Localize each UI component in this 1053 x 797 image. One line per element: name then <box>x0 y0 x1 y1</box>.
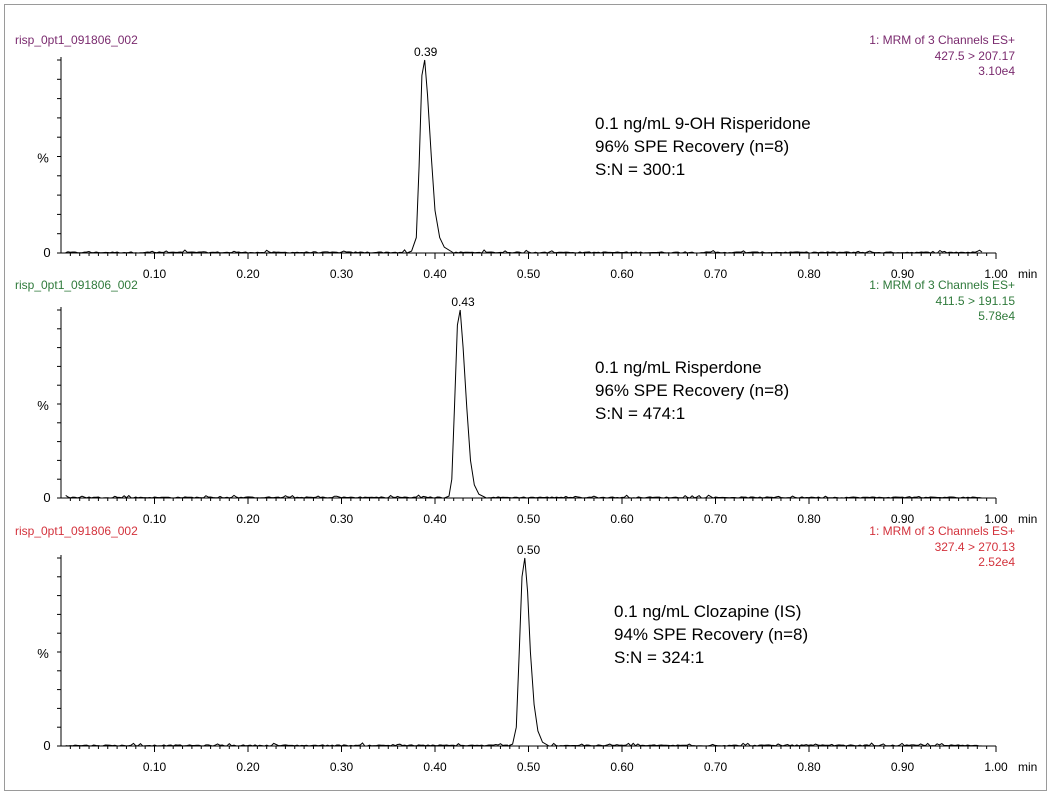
x-tick-label: 0.10 <box>143 267 167 281</box>
x-tick-label: 0.90 <box>891 760 915 774</box>
x-tick-label: 0.20 <box>236 512 260 526</box>
annotation-line: S:N = 300:1 <box>595 160 686 179</box>
x-tick-label: 0.60 <box>610 267 634 281</box>
sample-name: risp_0pt1_091806_002 <box>15 278 138 292</box>
y-axis-label: % <box>37 398 49 413</box>
x-tick-label: 0.50 <box>517 760 541 774</box>
x-tick-label: 0.50 <box>517 512 541 526</box>
x-tick-label: 0.40 <box>423 512 447 526</box>
annotation-line: 0.1 ng/mL Risperdone <box>595 358 762 377</box>
annotation-line: 0.1 ng/mL 9-OH Risperidone <box>595 114 811 133</box>
annotation-line: 96% SPE Recovery (n=8) <box>595 381 790 400</box>
y-axis-label: % <box>37 646 49 661</box>
x-tick-label: 0.20 <box>236 760 260 774</box>
peak-rt-label: 0.50 <box>517 543 541 557</box>
x-tick-label: 0.50 <box>517 267 541 281</box>
x-tick-label: 0.80 <box>797 760 821 774</box>
x-tick-label: 0.60 <box>610 760 634 774</box>
x-tick-label: 0.10 <box>143 512 167 526</box>
x-tick-label: 0.70 <box>704 512 728 526</box>
y-zero-label: 0 <box>43 738 50 753</box>
intensity-label: 5.78e4 <box>978 309 1015 323</box>
sample-annotation: 0.1 ng/mL Risperdone 96% SPE Recovery (n=… <box>595 356 789 425</box>
x-tick-label: 0.80 <box>797 267 821 281</box>
annotation-line: 96% SPE Recovery (n=8) <box>595 137 790 156</box>
chromatogram-trace <box>65 59 983 254</box>
peak-rt-label: 0.43 <box>451 295 475 309</box>
sample-annotation: 0.1 ng/mL 9-OH Risperidone 96% SPE Recove… <box>595 112 811 181</box>
figure-frame <box>4 4 1047 791</box>
x-tick-label: 0.70 <box>704 760 728 774</box>
chromatogram-panel-3: risp_0pt1_091806_002 1: MRM of 3 Channels… <box>15 524 1037 774</box>
mrm-transition: 327.4 > 270.13 <box>935 540 1016 554</box>
y-axis-label: % <box>37 151 49 166</box>
x-tick-label: 0.40 <box>423 267 447 281</box>
annotation-line: S:N = 324:1 <box>614 648 705 667</box>
peak-rt-label: 0.39 <box>414 45 438 59</box>
channel-label: 1: MRM of 3 Channels ES+ <box>869 278 1015 292</box>
chromatogram-trace <box>65 309 983 499</box>
intensity-label: 3.10e4 <box>978 64 1015 78</box>
x-tick-label: 0.10 <box>143 760 167 774</box>
annotation-line: 0.1 ng/mL Clozapine (IS) <box>614 602 802 621</box>
chromatogram-trace <box>65 557 982 747</box>
x-tick-label: 0.30 <box>330 512 354 526</box>
x-tick-label: 0.70 <box>704 267 728 281</box>
x-unit-label: min <box>1018 760 1037 774</box>
x-tick-label: 0.30 <box>330 267 354 281</box>
chromatogram-panel-1: risp_0pt1_091806_002 1: MRM of 3 Channels… <box>15 33 1037 281</box>
x-tick-label: 1.00 <box>984 267 1008 281</box>
y-zero-label: 0 <box>43 490 50 505</box>
x-tick-label: 0.40 <box>423 760 447 774</box>
sample-name: risp_0pt1_091806_002 <box>15 33 138 47</box>
x-tick-label: 1.00 <box>984 512 1008 526</box>
x-unit-label: min <box>1018 512 1037 526</box>
x-tick-label: 0.60 <box>610 512 634 526</box>
mrm-transition: 427.5 > 207.17 <box>935 49 1016 63</box>
x-tick-label: 0.80 <box>797 512 821 526</box>
x-tick-label: 0.20 <box>236 267 260 281</box>
channel-label: 1: MRM of 3 Channels ES+ <box>869 33 1015 47</box>
x-tick-label: 1.00 <box>984 760 1008 774</box>
sample-annotation: 0.1 ng/mL Clozapine (IS) 94% SPE Recovery… <box>614 600 808 669</box>
x-tick-label: 0.30 <box>330 760 354 774</box>
x-unit-label: min <box>1018 267 1037 281</box>
intensity-label: 2.52e4 <box>978 555 1015 569</box>
mrm-transition: 411.5 > 191.15 <box>935 294 1015 308</box>
x-tick-label: 0.90 <box>891 267 915 281</box>
x-tick-label: 0.90 <box>891 512 915 526</box>
y-zero-label: 0 <box>43 245 50 260</box>
channel-label: 1: MRM of 3 Channels ES+ <box>869 524 1015 538</box>
sample-name: risp_0pt1_091806_002 <box>15 524 138 538</box>
annotation-line: S:N = 474:1 <box>595 404 686 423</box>
annotation-line: 94% SPE Recovery (n=8) <box>614 625 809 644</box>
chromatogram-panel-2: risp_0pt1_091806_002 1: MRM of 3 Channels… <box>15 278 1037 526</box>
